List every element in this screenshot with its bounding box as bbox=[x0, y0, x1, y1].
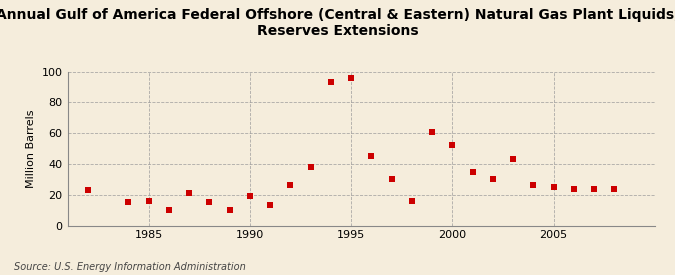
Point bbox=[163, 208, 174, 212]
Point bbox=[305, 165, 316, 169]
Point bbox=[609, 186, 620, 191]
Point bbox=[325, 80, 336, 84]
Point bbox=[568, 186, 579, 191]
Point bbox=[285, 183, 296, 188]
Point bbox=[487, 177, 498, 182]
Point bbox=[508, 157, 518, 161]
Text: Annual Gulf of America Federal Offshore (Central & Eastern) Natural Gas Plant Li: Annual Gulf of America Federal Offshore … bbox=[0, 8, 675, 38]
Point bbox=[346, 75, 356, 80]
Point bbox=[123, 200, 134, 205]
Point bbox=[589, 186, 599, 191]
Point bbox=[184, 191, 194, 195]
Text: Source: U.S. Energy Information Administration: Source: U.S. Energy Information Administ… bbox=[14, 262, 245, 272]
Point bbox=[467, 169, 478, 174]
Point bbox=[548, 185, 559, 189]
Point bbox=[386, 177, 397, 182]
Point bbox=[143, 199, 154, 203]
Point bbox=[528, 183, 539, 188]
Point bbox=[366, 154, 377, 158]
Point bbox=[244, 194, 255, 199]
Point bbox=[427, 129, 437, 134]
Point bbox=[82, 188, 93, 192]
Point bbox=[265, 203, 275, 208]
Point bbox=[224, 208, 235, 212]
Y-axis label: Million Barrels: Million Barrels bbox=[26, 109, 36, 188]
Point bbox=[406, 199, 417, 203]
Point bbox=[204, 200, 215, 205]
Point bbox=[447, 143, 458, 148]
